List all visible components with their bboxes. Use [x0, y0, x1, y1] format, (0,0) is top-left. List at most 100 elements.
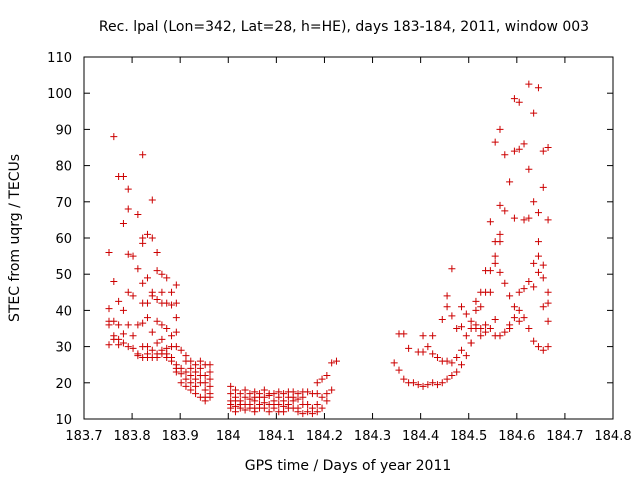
data-point [313, 408, 321, 416]
data-point [105, 321, 113, 329]
data-point [477, 325, 485, 332]
data-point [539, 274, 547, 282]
data-point [467, 339, 475, 347]
data-point [506, 292, 514, 300]
data-point [328, 386, 336, 394]
data-point [172, 314, 180, 322]
data-point [467, 317, 475, 325]
y-tick-label: 100 [47, 87, 72, 102]
data-point [148, 346, 156, 354]
data-point [115, 321, 123, 329]
data-point [158, 335, 166, 343]
data-point [462, 332, 470, 340]
data-point [206, 375, 214, 383]
data-point [129, 252, 137, 260]
data-point [400, 375, 408, 383]
data-point [275, 401, 283, 409]
data-point [163, 274, 171, 282]
data-point [172, 368, 180, 376]
data-point [294, 408, 302, 416]
data-point [501, 151, 509, 159]
data-point [530, 283, 538, 291]
data-point [477, 303, 485, 311]
x-tick-label: 183.8 [113, 429, 150, 444]
data-point [544, 299, 552, 307]
data-point [143, 299, 151, 307]
data-point [227, 390, 235, 398]
data-point [265, 408, 273, 416]
data-point [187, 364, 195, 372]
data-point [201, 372, 209, 380]
data-point [448, 265, 456, 273]
data-point [496, 238, 504, 246]
data-point [119, 306, 127, 314]
data-point [462, 310, 470, 318]
data-point [105, 248, 113, 256]
data-point [515, 145, 523, 153]
data-point [105, 341, 113, 349]
data-point [443, 375, 451, 383]
data-point [187, 379, 195, 387]
data-point [332, 357, 340, 365]
data-point [299, 393, 307, 401]
data-point [168, 301, 176, 309]
y-tick-label: 60 [55, 232, 72, 247]
data-point [206, 361, 214, 369]
data-point [405, 344, 413, 352]
data-point [139, 319, 147, 327]
data-point [241, 386, 249, 394]
data-point [433, 353, 441, 361]
data-point [424, 343, 432, 351]
data-point [265, 391, 273, 399]
data-point [143, 343, 151, 351]
data-point [544, 288, 552, 296]
y-tick-label: 40 [55, 304, 72, 319]
data-point [506, 178, 514, 186]
data-point [491, 315, 499, 323]
data-point [172, 299, 180, 307]
data-point [438, 379, 446, 387]
data-point [177, 370, 185, 378]
data-point [168, 288, 176, 296]
data-point [486, 288, 494, 296]
data-point [453, 368, 461, 376]
data-point [153, 317, 161, 325]
data-point [192, 375, 200, 383]
data-point [143, 274, 151, 282]
data-point [134, 210, 142, 218]
y-tick-label: 50 [55, 268, 72, 283]
x-tick-label: 184.2 [306, 429, 343, 444]
data-point [241, 393, 249, 401]
x-tick-label: 184.4 [402, 429, 439, 444]
data-point [192, 382, 200, 390]
data-point [496, 268, 504, 276]
data-point [525, 277, 533, 285]
data-point [328, 359, 336, 367]
axis-ticks [83, 56, 614, 420]
data-point [294, 395, 302, 403]
data-point [236, 390, 244, 398]
data-point [539, 183, 547, 191]
data-point [304, 408, 312, 416]
data-point [530, 198, 538, 206]
x-tick-label: 184.6 [498, 429, 535, 444]
data-point [429, 332, 437, 340]
data-point [206, 368, 214, 376]
data-point [515, 306, 523, 314]
data-point [534, 84, 542, 92]
data-point [534, 238, 542, 246]
data-point [491, 252, 499, 260]
data-point [530, 109, 538, 117]
data-point [168, 357, 176, 365]
data-point [260, 404, 268, 412]
data-point [544, 317, 552, 325]
data-point [491, 259, 499, 267]
data-point [124, 343, 132, 351]
data-point [260, 386, 268, 394]
data-point [429, 350, 437, 358]
data-point [510, 147, 518, 155]
data-point [196, 364, 204, 372]
y-tick-label: 10 [55, 413, 72, 428]
data-point [429, 379, 437, 387]
data-point [409, 379, 417, 387]
